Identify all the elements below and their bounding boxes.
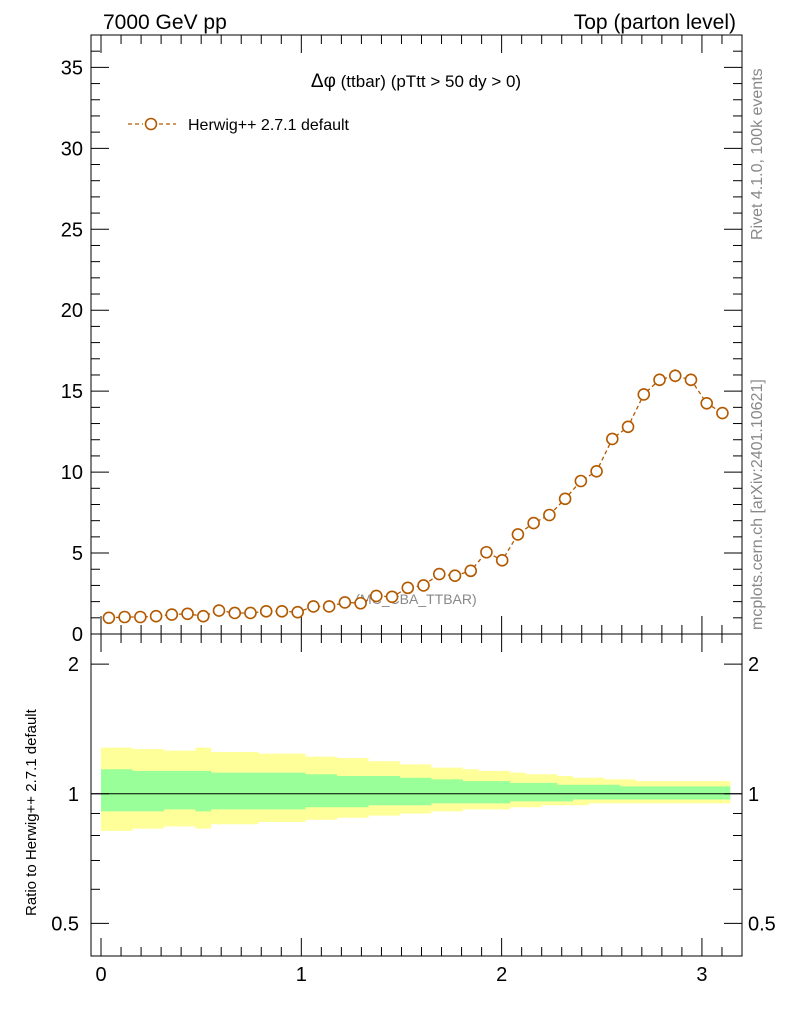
header-process-label: Top (parton level) — [574, 11, 736, 34]
data-point — [684, 373, 698, 387]
data-point — [212, 604, 226, 617]
main-plot-panel: 0 5 10 15 20 25 30 35 (MC_CBA_TTBAR) Δφ (ttbar)… — [61, 34, 743, 646]
rivet-version-label: Rivet 4.1.0, 100k events — [749, 68, 766, 240]
y-tick-label: 25 — [61, 219, 83, 241]
data-point — [574, 474, 588, 488]
y-tick-label: 5 — [72, 543, 83, 565]
data-point — [464, 564, 478, 578]
data-point — [621, 420, 635, 434]
ratio-tick-label-right: 1 — [748, 784, 759, 806]
data-point — [401, 581, 415, 595]
ratio-tick-label-left: 2 — [68, 654, 79, 676]
data-point — [558, 492, 572, 506]
data-point — [149, 609, 163, 623]
data-point — [259, 605, 273, 618]
data-point — [118, 610, 131, 624]
analysis-watermark: (MC_CBA_TTBAR) — [355, 591, 476, 607]
ratio-tick-label-left: 0.5 — [51, 913, 79, 935]
data-point — [448, 569, 462, 583]
data-point — [417, 579, 430, 592]
mcplots-reference-label: mcplots.cern.ch [arXiv:2401.10621] — [749, 379, 766, 630]
data-point — [102, 611, 116, 625]
ratio-y-axis: 0.5 0.5 1 1 2 2 — [51, 654, 776, 935]
header-energy-label: 7000 GeV pp — [103, 11, 227, 34]
data-point — [228, 606, 242, 620]
data-point — [196, 609, 210, 623]
data-point — [543, 508, 556, 522]
data-point — [244, 606, 257, 620]
y-tick-label: 10 — [61, 462, 83, 484]
ratio-y-axis-label: Ratio to Herwig++ 2.7.1 default — [23, 708, 40, 916]
plot-title-text: (ttbar) (pTtt > 50 dy > 0) — [336, 72, 521, 91]
data-point — [165, 608, 179, 621]
data-point — [134, 610, 147, 624]
data-point — [385, 590, 399, 604]
inner-uncertainty-band — [101, 769, 731, 812]
ratio-tick-label-right: 0.5 — [748, 913, 776, 935]
y-tick-label: 20 — [61, 300, 83, 322]
data-point — [716, 406, 729, 420]
herwig-series — [102, 369, 729, 625]
x-tick-label: 0 — [95, 964, 106, 986]
data-point — [527, 516, 540, 530]
y-tick-label: 0 — [72, 624, 83, 646]
data-point — [370, 589, 383, 603]
legend-label: Herwig++ 2.7.1 default — [188, 117, 350, 134]
legend-marker — [144, 117, 158, 131]
data-point — [432, 567, 446, 581]
x-tick-label: 2 — [496, 964, 507, 986]
plot-title: Δφ (ttbar) (pTtt > 50 dy > 0) — [311, 71, 521, 92]
data-point — [700, 397, 714, 410]
y-tick-label: 35 — [61, 57, 83, 79]
data-point — [653, 373, 666, 387]
ratio-plot-frame — [90, 633, 743, 957]
data-point — [606, 432, 619, 446]
data-point — [354, 596, 367, 610]
data-point — [307, 600, 320, 613]
data-point — [338, 596, 352, 609]
data-point — [291, 605, 304, 619]
data-point — [668, 369, 682, 383]
y-tick-label: 15 — [61, 381, 83, 403]
ratio-bands — [101, 747, 731, 831]
ratio-tick-label-left: 1 — [68, 784, 79, 806]
ratio-plot-panel: 0.5 0.5 1 1 2 2 0 1 2 3 Ratio to Herwig++ 2.7.1 … — [23, 633, 776, 986]
data-point — [322, 600, 336, 613]
main-x-ticks — [100, 35, 723, 634]
data-point — [181, 607, 194, 621]
main-y-axis: 0 5 10 15 20 25 30 35 — [61, 34, 742, 646]
data-point — [590, 464, 603, 478]
data-point — [637, 388, 651, 401]
data-point — [275, 605, 289, 618]
plot-title-symbol: Δφ — [311, 71, 336, 92]
data-point — [480, 545, 493, 559]
ratio-x-axis: 0 1 2 3 — [95, 634, 723, 986]
x-tick-label: 3 — [696, 964, 707, 986]
data-point — [511, 528, 525, 541]
ratio-tick-label-right: 2 — [748, 654, 759, 676]
data-point — [495, 554, 509, 567]
y-tick-label: 30 — [61, 138, 83, 160]
legend: Herwig++ 2.7.1 default — [128, 117, 350, 134]
series-line — [108, 375, 723, 619]
x-tick-label: 1 — [296, 964, 307, 986]
